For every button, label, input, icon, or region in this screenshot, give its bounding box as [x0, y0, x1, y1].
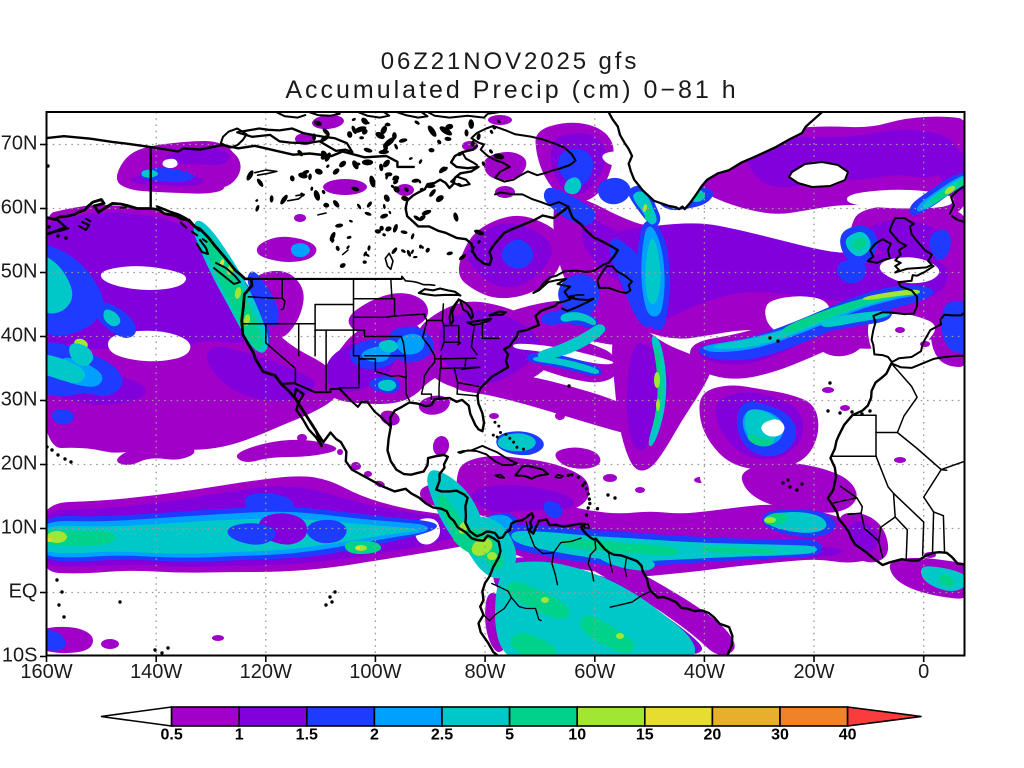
- svg-text:30: 30: [771, 727, 789, 744]
- svg-text:EQ: EQ: [9, 581, 38, 603]
- svg-text:15: 15: [636, 727, 654, 744]
- svg-text:20W: 20W: [793, 661, 834, 683]
- svg-text:30N: 30N: [1, 389, 38, 411]
- svg-text:40N: 40N: [1, 325, 38, 347]
- svg-text:1: 1: [235, 727, 244, 744]
- svg-text:140W: 140W: [130, 661, 182, 683]
- svg-text:0.5: 0.5: [160, 727, 182, 744]
- svg-text:50N: 50N: [1, 261, 38, 283]
- svg-text:20N: 20N: [1, 453, 38, 475]
- svg-text:60W: 60W: [574, 661, 615, 683]
- svg-text:5: 5: [505, 727, 514, 744]
- svg-text:Accumulated Precip (cm) 0−81 h: Accumulated Precip (cm) 0−81 h: [285, 76, 738, 104]
- svg-text:100W: 100W: [349, 661, 401, 683]
- svg-text:0: 0: [918, 661, 929, 683]
- svg-text:10N: 10N: [1, 517, 38, 539]
- svg-text:10S: 10S: [2, 645, 38, 667]
- svg-text:2.5: 2.5: [431, 727, 453, 744]
- svg-text:70N: 70N: [1, 133, 38, 155]
- svg-text:20: 20: [704, 727, 722, 744]
- svg-text:80W: 80W: [465, 661, 506, 683]
- svg-text:160W: 160W: [20, 661, 72, 683]
- svg-text:120W: 120W: [240, 661, 292, 683]
- svg-text:2: 2: [370, 727, 379, 744]
- svg-text:06Z21NOV2025 gfs: 06Z21NOV2025 gfs: [381, 48, 640, 75]
- svg-text:60N: 60N: [1, 197, 38, 219]
- svg-text:10: 10: [568, 727, 586, 744]
- svg-text:40W: 40W: [684, 661, 725, 683]
- svg-text:40: 40: [839, 727, 857, 744]
- svg-text:1.5: 1.5: [296, 727, 318, 744]
